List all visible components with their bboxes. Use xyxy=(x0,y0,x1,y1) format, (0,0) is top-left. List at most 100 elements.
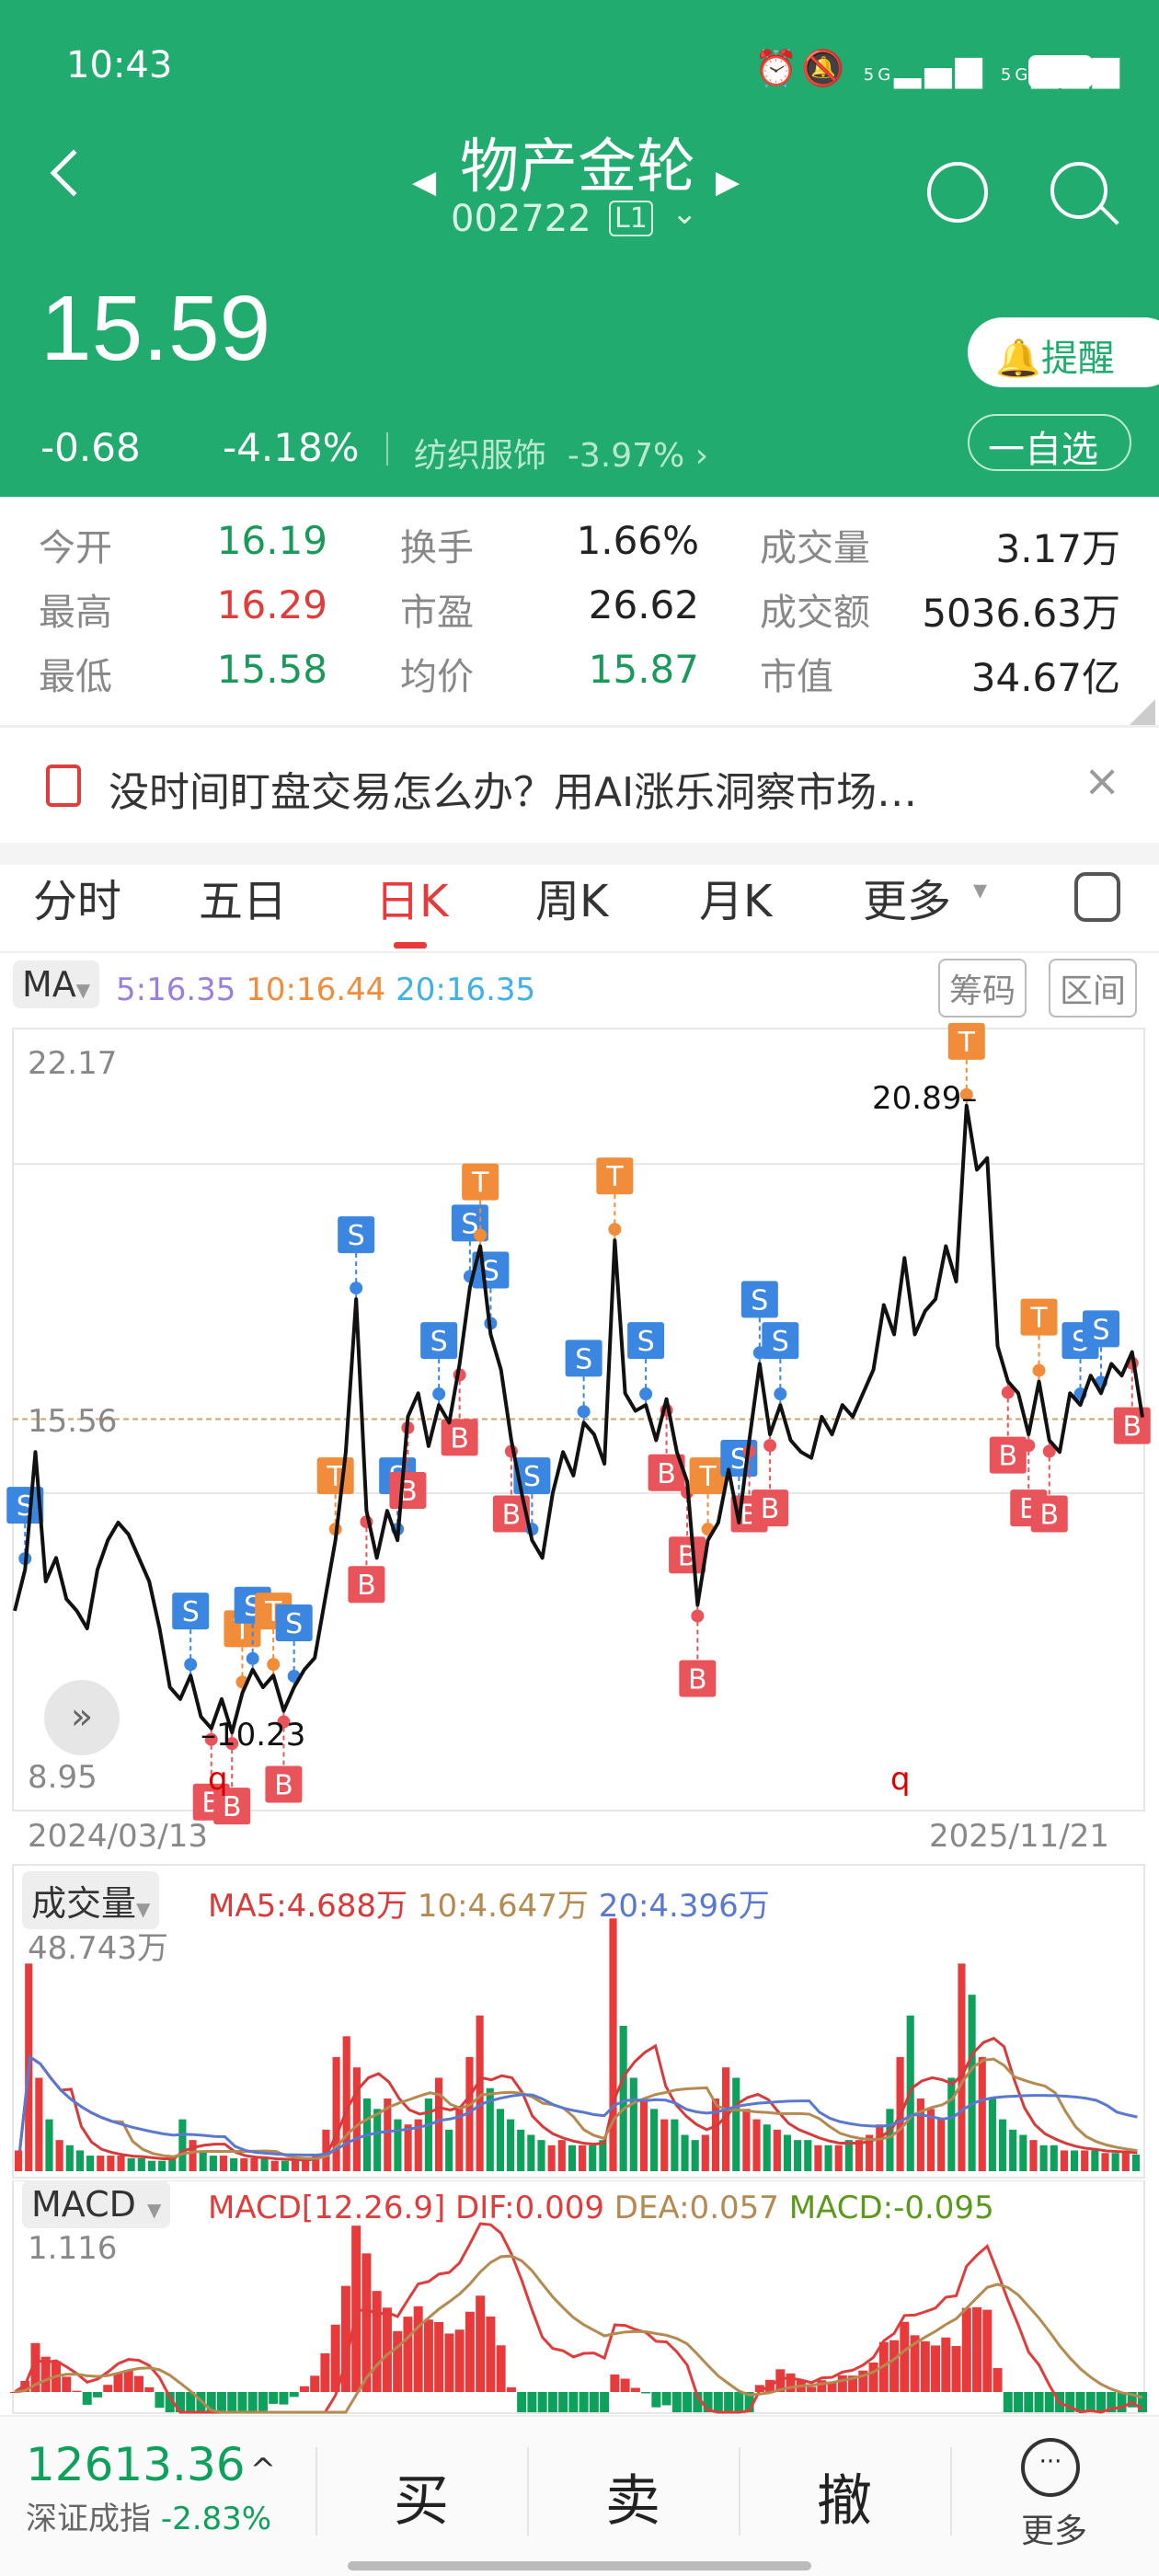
macd-bar xyxy=(713,2392,723,2412)
stat-value: 5036.63万 xyxy=(922,591,1120,636)
volume-bar xyxy=(527,2134,535,2171)
macd-bar xyxy=(269,2392,279,2404)
volume-bar xyxy=(1101,2153,1109,2171)
low-price-label: –10.23 xyxy=(201,1717,306,1754)
stock-code: 002722 xyxy=(451,198,591,240)
macd-bar xyxy=(279,2392,289,2405)
marker-s-badge xyxy=(338,1216,375,1254)
volume-bar xyxy=(629,2077,637,2171)
macd-bar xyxy=(393,2330,403,2392)
volume-bar xyxy=(855,2140,864,2171)
chevron-down-icon[interactable]: ⌄ xyxy=(671,195,698,232)
settings-icon[interactable] xyxy=(1074,872,1120,922)
buy-button[interactable]: 买 xyxy=(394,2469,449,2534)
watchlist-button[interactable]: 一自选 xyxy=(968,414,1131,471)
marker-dot xyxy=(1042,1444,1056,1458)
macd-indicator-select[interactable]: MACD ▼ xyxy=(22,2180,171,2228)
marker-dot xyxy=(691,1609,705,1623)
level-badge[interactable]: L1 xyxy=(609,201,653,236)
tab-3[interactable]: 周K xyxy=(535,876,609,927)
marker-s-badge xyxy=(740,1281,778,1318)
sell-button[interactable]: 卖 xyxy=(605,2469,660,2534)
alert-button[interactable]: 🔔提醒 xyxy=(968,317,1159,387)
next-stock-arrow[interactable]: ▶ xyxy=(716,164,740,201)
macd-dea: DEA:0.057 xyxy=(614,2190,779,2226)
more-button[interactable]: 更多 xyxy=(1021,2513,1088,2550)
macd-chart[interactable] xyxy=(0,2180,1159,2415)
marker-dot xyxy=(225,1737,239,1751)
macd-bar xyxy=(351,2225,361,2392)
home-indicator[interactable] xyxy=(348,2561,811,2570)
volume-bar xyxy=(127,2157,135,2171)
macd-bar xyxy=(258,2392,268,2412)
volume-chart[interactable] xyxy=(0,1863,1159,2180)
volume-bar xyxy=(45,2119,53,2171)
stat-label: 市值 xyxy=(760,656,833,698)
marker-dot xyxy=(959,1087,973,1101)
marker-s-badge xyxy=(420,1322,458,1360)
macd-bar xyxy=(299,2386,309,2392)
tab-4[interactable]: 月K xyxy=(699,876,773,927)
volume-bar xyxy=(1131,2154,1140,2171)
stat-value: 16.19 xyxy=(216,518,327,563)
macd-bar xyxy=(496,2345,506,2392)
volume-bar xyxy=(537,2140,545,2171)
macd-bar xyxy=(1117,2392,1127,2412)
marker-s-badge xyxy=(565,1340,602,1377)
chip-button[interactable]: 筹码 xyxy=(938,959,1027,1018)
volume-bar xyxy=(1091,2150,1099,2171)
tab-2[interactable]: 日K xyxy=(375,876,449,927)
divider xyxy=(386,432,388,466)
close-icon[interactable]: × xyxy=(1084,755,1121,807)
cancel-order-button[interactable]: 撤 xyxy=(817,2469,872,2534)
volume-bar xyxy=(384,2099,392,2171)
expand-corner-icon[interactable] xyxy=(1130,699,1155,725)
volume-bar xyxy=(199,2150,207,2171)
macd-bar xyxy=(206,2392,216,2412)
price-line xyxy=(13,1103,1144,1735)
volume-bar xyxy=(1019,2134,1027,2171)
prev-stock-arrow[interactable]: ◀ xyxy=(412,164,437,201)
macd-bar xyxy=(403,2317,413,2392)
ma-tag: MA xyxy=(22,964,76,1005)
expand-icon[interactable]: » xyxy=(44,1680,120,1755)
marker-b-badge xyxy=(265,1765,303,1803)
volume-bar xyxy=(506,2119,515,2171)
index-name: 深证成指 xyxy=(26,2501,151,2537)
index-ticker[interactable]: 12613.36 ^ 深证成指 -2.83% xyxy=(26,2438,276,2538)
ma-indicator-select[interactable]: MA▼ xyxy=(13,960,100,1008)
share-icon[interactable] xyxy=(927,162,988,223)
volume-bar xyxy=(773,2129,781,2171)
ai-banner[interactable]: 没时间盯盘交易怎么办？用AI涨乐洞察市场… × xyxy=(0,728,1159,843)
macd-bar xyxy=(993,2367,1003,2392)
tab-1[interactable]: 五日 xyxy=(199,876,288,927)
volume-bar xyxy=(886,2109,894,2171)
range-button[interactable]: 区间 xyxy=(1049,959,1138,1018)
volume-bar xyxy=(373,2109,382,2171)
volume-bar xyxy=(947,2077,956,2171)
volume-bar xyxy=(547,2145,556,2171)
volume-bar xyxy=(65,2145,74,2171)
volume-ma-values: MA5:4.688万 10:4.647万 20:4.396万 xyxy=(208,1880,770,1926)
more-icon[interactable]: ··· xyxy=(1021,2438,1080,2497)
search-icon[interactable] xyxy=(1050,162,1107,219)
volume-bar xyxy=(639,2099,648,2171)
marker-dot xyxy=(184,1658,198,1672)
volume-bar xyxy=(589,2145,597,2171)
vol-ma20: 20:4.396万 xyxy=(598,1888,770,1925)
macd-bar xyxy=(465,2311,475,2392)
marker-label: B xyxy=(1122,1411,1142,1443)
sector-link[interactable]: 纺织服饰 -3.97% › xyxy=(414,437,709,475)
price-chart[interactable]: SSBBTSTBSTSBSBSBSTSBSSTSBBBTSBSBSTBBTBSS… xyxy=(0,1021,1159,1868)
volume-indicator-select[interactable]: 成交量▼ xyxy=(22,1871,160,1929)
volume-bar xyxy=(650,2109,659,2171)
macd-bar xyxy=(600,2392,610,2412)
macd-bar xyxy=(434,2322,444,2392)
tab-5[interactable]: 更多 xyxy=(863,876,952,927)
ma10-value: 10:16.44 xyxy=(246,972,386,1008)
tab-0[interactable]: 分时 xyxy=(33,876,122,927)
ref-price-label: 15.56 xyxy=(28,1403,118,1440)
marker-label: S xyxy=(348,1220,365,1252)
back-button[interactable] xyxy=(50,149,98,197)
macd-bar xyxy=(155,2392,165,2409)
